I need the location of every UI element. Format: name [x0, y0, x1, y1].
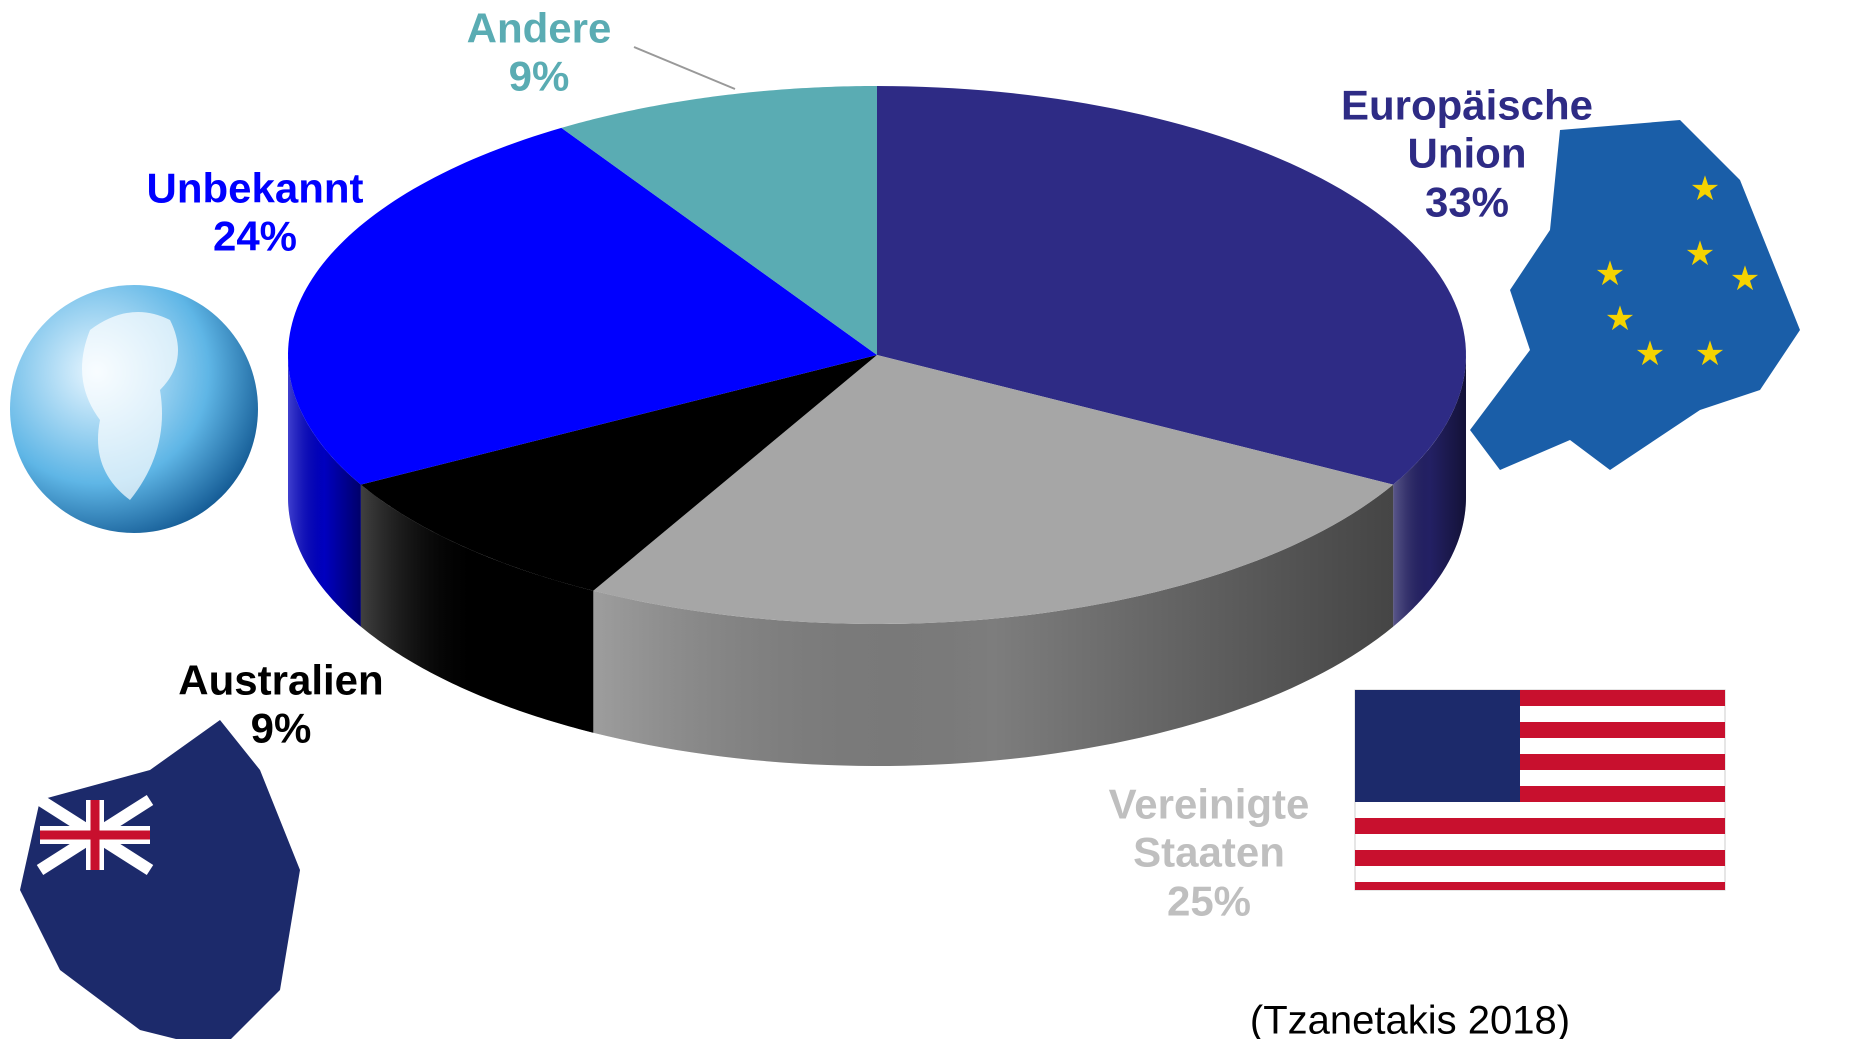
svg-text:★: ★	[1685, 235, 1715, 273]
category-label: Unbekannt	[146, 164, 364, 212]
slice	[288, 127, 878, 485]
slice	[561, 86, 877, 355]
value-label: 9%	[508, 53, 570, 100]
slice	[877, 86, 1466, 485]
svg-text:★: ★	[1695, 335, 1725, 373]
slice-sides	[288, 355, 1466, 766]
data-label: Andere 9%	[467, 5, 612, 102]
svg-text:★: ★	[1635, 335, 1665, 373]
slice	[360, 355, 878, 591]
slice-side-shade	[593, 484, 1394, 766]
data-label: Australien 9%	[178, 657, 383, 754]
value-label: 25%	[1166, 877, 1252, 925]
slice	[593, 355, 1394, 624]
svg-text:★: ★	[1605, 300, 1635, 338]
leader-line	[633, 46, 736, 90]
data-label: Unbekannt 24%	[146, 165, 363, 262]
data-label: Vereinigte Staaten 25%	[1094, 781, 1324, 926]
value-label: 9%	[250, 705, 312, 752]
svg-text:★: ★	[1690, 170, 1720, 208]
category-label: Andere	[466, 4, 612, 52]
data-label: Europäische Union 33%	[1307, 82, 1627, 227]
svg-text:★: ★	[1595, 255, 1625, 293]
category-label: Australien	[178, 656, 384, 704]
decoration: ★★★★★★★	[10, 120, 1800, 1039]
category-label: Vereinigte Staaten	[1108, 780, 1310, 876]
category-label: Europäische Union	[1340, 81, 1594, 177]
svg-text:★: ★	[1730, 260, 1760, 298]
slice-side-shade	[1393, 355, 1466, 627]
source: (Tzanetakis 2018)	[1249, 998, 1571, 1039]
value-label: 33%	[1424, 178, 1510, 226]
slice-side-shade	[288, 355, 361, 627]
slice-side-shade	[360, 484, 594, 733]
value-label: 24%	[212, 213, 298, 260]
